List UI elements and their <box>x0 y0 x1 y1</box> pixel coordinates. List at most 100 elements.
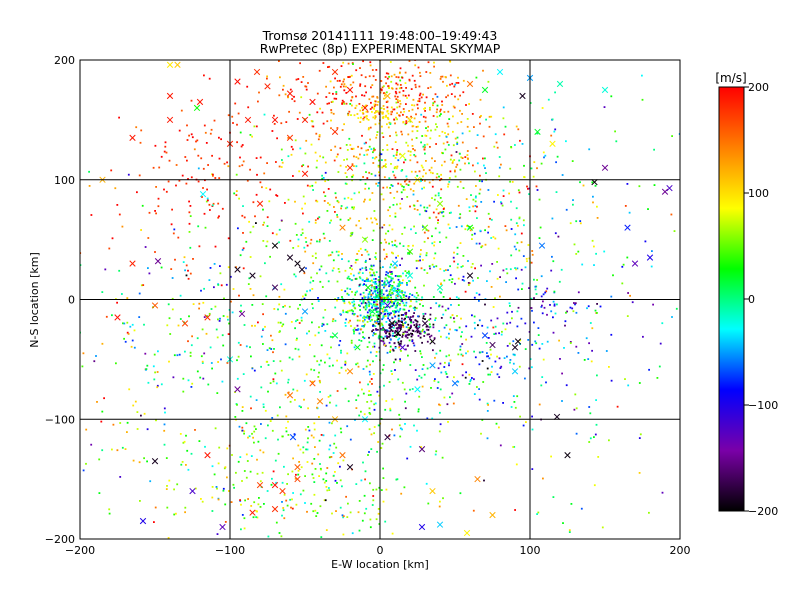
data-point-dot <box>370 286 373 289</box>
data-point-dot <box>391 326 393 328</box>
data-point-dot <box>430 334 433 337</box>
data-point-dot <box>561 174 564 176</box>
data-point-dot <box>372 334 374 337</box>
data-point-dot <box>377 288 379 290</box>
data-point-dot <box>385 114 387 117</box>
data-point-dot <box>716 450 718 452</box>
data-point-dot <box>294 327 296 330</box>
data-point-dot <box>367 297 370 300</box>
data-point-dot <box>444 148 447 151</box>
data-point-dot <box>329 80 332 83</box>
data-point-dot <box>402 188 405 191</box>
data-point-dot <box>397 76 400 79</box>
data-point-dot <box>513 446 516 448</box>
data-point-dot <box>591 181 594 184</box>
data-point-dot <box>492 236 495 238</box>
data-point-dot <box>449 274 452 277</box>
data-point-x <box>294 260 301 267</box>
data-point-dot <box>414 350 417 352</box>
data-point-dot <box>417 294 420 297</box>
data-point-dot <box>143 412 146 415</box>
data-point-dot <box>318 268 321 271</box>
data-point-dot <box>393 289 395 292</box>
data-point-dot <box>380 21 382 23</box>
data-point-dot <box>209 132 212 135</box>
data-point-dot <box>457 82 460 84</box>
data-point-dot <box>401 320 403 322</box>
data-point-dot <box>473 315 476 318</box>
data-point-x <box>271 116 279 124</box>
data-point-dot <box>399 284 402 286</box>
data-point-dot <box>367 295 370 298</box>
data-point-dot <box>522 255 525 257</box>
data-point-dot <box>255 193 258 196</box>
data-point-dot <box>466 224 468 227</box>
data-point-dot <box>256 472 259 475</box>
data-point-dot <box>394 287 396 290</box>
x-tick-label: 0 <box>377 544 384 557</box>
data-point-dot <box>347 275 350 278</box>
data-point-dot <box>353 330 355 333</box>
data-point-dot <box>447 185 449 188</box>
data-point-dot <box>422 328 424 331</box>
data-point-dot <box>438 114 441 117</box>
data-point-dot <box>297 78 300 80</box>
data-point-dot <box>316 360 319 363</box>
data-point-dot <box>379 111 382 113</box>
data-point-dot <box>493 145 496 148</box>
data-point-dot <box>353 303 356 306</box>
data-point-dot <box>347 219 350 221</box>
data-point-dot <box>393 266 396 269</box>
data-point-dot <box>390 106 393 109</box>
data-point-dot <box>297 238 300 241</box>
data-point-dot <box>311 380 314 383</box>
data-point-dot <box>426 328 428 331</box>
data-point-dot <box>342 85 345 88</box>
data-point-dot <box>216 392 219 394</box>
data-point-dot <box>418 94 421 97</box>
data-point-dot <box>157 350 159 353</box>
data-point-dot <box>409 388 411 391</box>
data-point-dot <box>140 129 143 132</box>
data-point-dot <box>621 265 624 268</box>
data-point-dot <box>540 275 543 278</box>
data-point-dot <box>592 195 594 198</box>
data-point-dot <box>551 118 554 121</box>
data-point-dot <box>432 211 435 214</box>
data-point-dot <box>363 317 365 319</box>
data-point-dot <box>372 373 375 375</box>
data-point-dot <box>283 517 286 520</box>
data-point-dot <box>376 134 378 136</box>
data-point-dot <box>203 74 205 77</box>
data-point-dot <box>641 74 643 77</box>
data-point-dot <box>371 297 373 300</box>
data-point-dot <box>551 217 554 220</box>
data-point-dot <box>365 289 368 291</box>
data-point-dot <box>90 443 93 446</box>
data-point-dot <box>494 133 497 136</box>
data-point-dot <box>259 449 262 452</box>
data-point-dot <box>376 110 379 113</box>
data-point-dot <box>452 144 455 147</box>
data-point-dot <box>434 453 437 456</box>
data-point-dot <box>318 326 320 329</box>
data-point-dot <box>408 309 410 312</box>
data-point-dot <box>424 146 426 149</box>
data-point-dot <box>340 205 343 207</box>
data-point-dot <box>342 311 345 314</box>
data-point-dot <box>368 451 370 453</box>
data-point-dot <box>592 201 594 204</box>
data-point-dot <box>346 311 349 314</box>
data-point-dot <box>301 228 304 231</box>
data-point-dot <box>382 105 385 107</box>
data-point-dot <box>515 463 518 466</box>
data-point-dot <box>202 377 205 380</box>
data-point-dot <box>373 342 376 345</box>
data-point-dot <box>595 423 598 426</box>
data-point-dot <box>406 196 409 198</box>
data-point-dot <box>403 308 406 311</box>
data-point-dot <box>312 477 315 479</box>
data-point-dot <box>356 319 359 322</box>
data-point-dot <box>524 377 526 380</box>
